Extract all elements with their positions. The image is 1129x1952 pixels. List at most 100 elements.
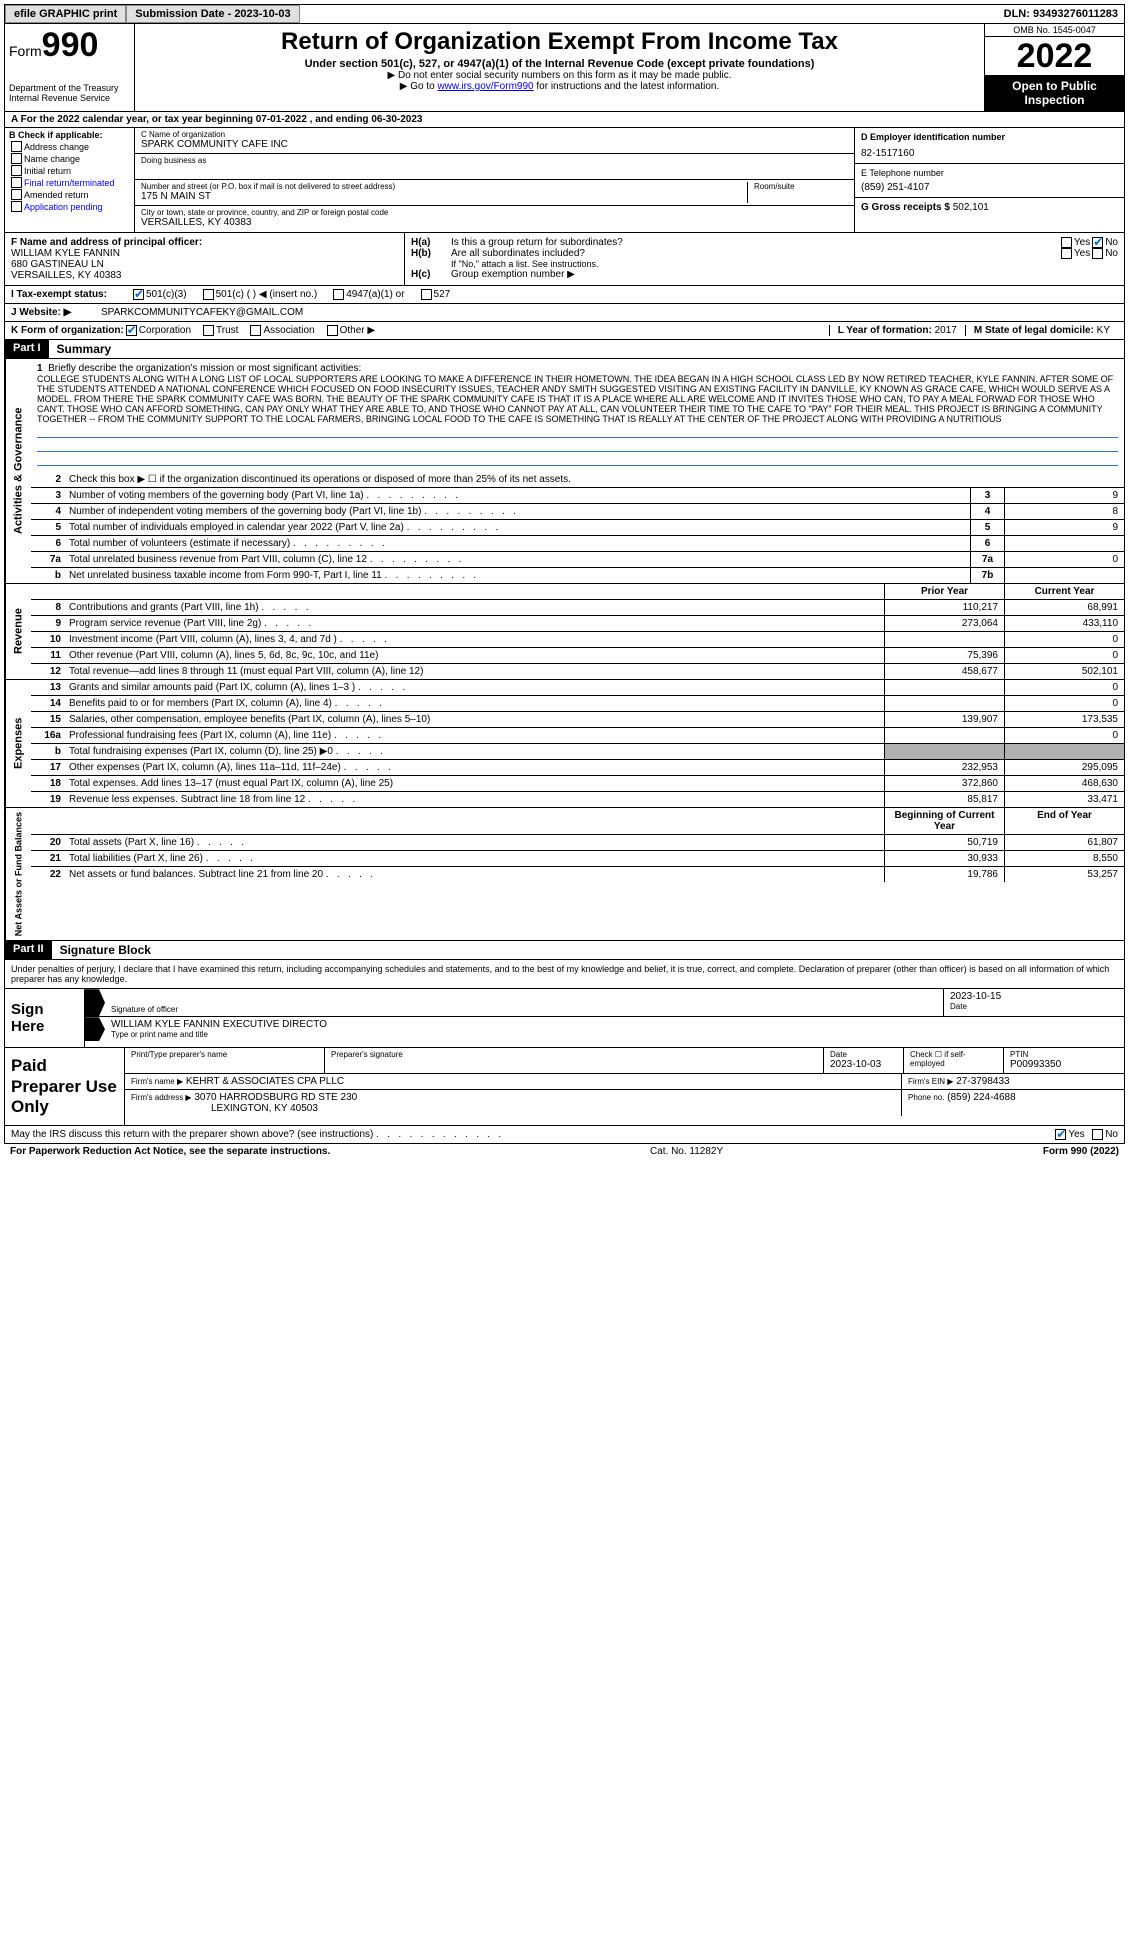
summary-row: 7aTotal unrelated business revenue from … bbox=[31, 552, 1124, 568]
dba-label: Doing business as bbox=[141, 156, 848, 165]
room-label: Room/suite bbox=[754, 182, 848, 191]
website-value: SPARKCOMMUNITYCAFEKY@GMAIL.COM bbox=[101, 307, 303, 318]
phone-value: (859) 251-4107 bbox=[861, 182, 1118, 193]
line-i: I Tax-exempt status: 501(c)(3) 501(c) ( … bbox=[4, 286, 1125, 304]
chk-trust[interactable] bbox=[203, 325, 214, 336]
irs-label: Internal Revenue Service bbox=[9, 93, 130, 103]
part1-header: Part I Summary bbox=[4, 340, 1125, 359]
summary-row: 3Number of voting members of the governi… bbox=[31, 488, 1124, 504]
summary-row: 6Total number of volunteers (estimate if… bbox=[31, 536, 1124, 552]
chk-4947[interactable] bbox=[333, 289, 344, 300]
section-governance: Activities & Governance 1 Briefly descri… bbox=[4, 359, 1125, 584]
line-k: K Form of organization: Corporation Trus… bbox=[4, 322, 1125, 340]
sig-date: 2023-10-15 bbox=[950, 991, 1118, 1002]
ha-no[interactable] bbox=[1092, 237, 1103, 248]
chk-pending[interactable] bbox=[11, 201, 22, 212]
org-name: SPARK COMMUNITY CAFE INC bbox=[141, 139, 848, 150]
chk-amended[interactable] bbox=[11, 189, 22, 200]
tab-netassets: Net Assets or Fund Balances bbox=[5, 808, 31, 940]
org-name-label: C Name of organization bbox=[141, 130, 848, 139]
city-label: City or town, state or province, country… bbox=[141, 208, 848, 217]
dept-label: Department of the Treasury bbox=[9, 83, 130, 93]
hb-label: Are all subordinates included? bbox=[451, 248, 1059, 259]
line-a: A For the 2022 calendar year, or tax yea… bbox=[4, 112, 1125, 128]
note-2: ▶ Go to www.irs.gov/Form990 for instruct… bbox=[143, 81, 976, 92]
arrow-icon bbox=[85, 989, 105, 1016]
discuss-no[interactable] bbox=[1092, 1129, 1103, 1140]
prep-date: 2023-10-03 bbox=[830, 1059, 897, 1070]
chk-assoc[interactable] bbox=[250, 325, 261, 336]
officer-printed: WILLIAM KYLE FANNIN EXECUTIVE DIRECTO bbox=[111, 1019, 1118, 1030]
ha-yes[interactable] bbox=[1061, 237, 1072, 248]
ein-value: 82-1517160 bbox=[861, 148, 1118, 159]
chk-other[interactable] bbox=[327, 325, 338, 336]
summary-row: 10Investment income (Part VIII, column (… bbox=[31, 632, 1124, 648]
paid-label: Paid Preparer Use Only bbox=[5, 1048, 125, 1125]
summary-row: bNet unrelated business taxable income f… bbox=[31, 568, 1124, 583]
officer-name: WILLIAM KYLE FANNIN bbox=[11, 248, 398, 259]
officer-label: F Name and address of principal officer: bbox=[11, 237, 398, 248]
addr-label: Number and street (or P.O. box if mail i… bbox=[141, 182, 741, 191]
firm-ein: 27-3798433 bbox=[956, 1076, 1009, 1087]
summary-row: 14Benefits paid to or for members (Part … bbox=[31, 696, 1124, 712]
line2: Check this box ▶ ☐ if the organization d… bbox=[65, 472, 1124, 487]
self-emp: Check ☐ if self-employed bbox=[910, 1050, 997, 1068]
summary-row: 17Other expenses (Part IX, column (A), l… bbox=[31, 760, 1124, 776]
line1-label: Briefly describe the organization's miss… bbox=[48, 363, 361, 374]
year-box: OMB No. 1545-0047 2022 Open to Public In… bbox=[984, 24, 1124, 111]
box-f: F Name and address of principal officer:… bbox=[5, 233, 405, 285]
mission-text: COLLEGE STUDENTS ALONG WITH A LONG LIST … bbox=[37, 374, 1118, 424]
irs-link[interactable]: www.irs.gov/Form990 bbox=[437, 81, 533, 92]
page-footer: For Paperwork Reduction Act Notice, see … bbox=[4, 1144, 1125, 1159]
chk-name[interactable] bbox=[11, 153, 22, 164]
summary-row: 18Total expenses. Add lines 13–17 (must … bbox=[31, 776, 1124, 792]
hb-no[interactable] bbox=[1092, 248, 1103, 259]
sig-officer-label: Signature of officer bbox=[111, 1005, 937, 1014]
submission-date-button[interactable]: Submission Date - 2023-10-03 bbox=[126, 5, 299, 23]
summary-row: 21Total liabilities (Part X, line 26)30,… bbox=[31, 851, 1124, 867]
summary-row: 19Revenue less expenses. Subtract line 1… bbox=[31, 792, 1124, 807]
summary-row: 9Program service revenue (Part VIII, lin… bbox=[31, 616, 1124, 632]
hb-yes[interactable] bbox=[1061, 248, 1072, 259]
blank-line bbox=[37, 426, 1118, 438]
gross-label: G Gross receipts $ bbox=[861, 202, 950, 213]
summary-row: 15Salaries, other compensation, employee… bbox=[31, 712, 1124, 728]
box-b: B Check if applicable: Address change Na… bbox=[5, 128, 135, 232]
note-1: ▶ Do not enter social security numbers o… bbox=[143, 70, 976, 81]
discuss-yes[interactable] bbox=[1055, 1129, 1066, 1140]
chk-final[interactable] bbox=[11, 177, 22, 188]
form-prefix: Form bbox=[9, 43, 42, 59]
summary-row: 12Total revenue—add lines 8 through 11 (… bbox=[31, 664, 1124, 679]
officer-addr2: VERSAILLES, KY 40383 bbox=[11, 270, 398, 281]
cat-no: Cat. No. 11282Y bbox=[330, 1146, 1043, 1157]
year-formation: 2017 bbox=[935, 325, 957, 336]
omb-label: OMB No. 1545-0047 bbox=[985, 24, 1124, 37]
hc-label: Group exemption number ▶ bbox=[451, 269, 575, 280]
summary-row: bTotal fundraising expenses (Part IX, co… bbox=[31, 744, 1124, 760]
summary-row: 11Other revenue (Part VIII, column (A), … bbox=[31, 648, 1124, 664]
phone-label: E Telephone number bbox=[861, 168, 1118, 178]
tax-year: 2022 bbox=[985, 37, 1124, 75]
hb-note: If "No," attach a list. See instructions… bbox=[411, 259, 1118, 269]
chk-corp[interactable] bbox=[126, 325, 137, 336]
tab-governance: Activities & Governance bbox=[5, 359, 31, 583]
box-c: C Name of organization SPARK COMMUNITY C… bbox=[135, 128, 854, 232]
chk-501c[interactable] bbox=[203, 289, 214, 300]
signature-block: Under penalties of perjury, I declare th… bbox=[4, 960, 1125, 1048]
form-ref: Form 990 (2022) bbox=[1043, 1146, 1119, 1157]
chk-527[interactable] bbox=[421, 289, 432, 300]
ein-label: D Employer identification number bbox=[861, 132, 1118, 142]
chk-initial[interactable] bbox=[11, 165, 22, 176]
section-netassets: Net Assets or Fund Balances Beginning of… bbox=[4, 808, 1125, 941]
box-h: H(a) Is this a group return for subordin… bbox=[405, 233, 1124, 285]
chk-address[interactable] bbox=[11, 141, 22, 152]
date-label: Date bbox=[950, 1002, 1118, 1011]
efile-button[interactable]: efile GRAPHIC print bbox=[5, 5, 126, 23]
chk-501c3[interactable] bbox=[133, 289, 144, 300]
summary-row: 16aProfessional fundraising fees (Part I… bbox=[31, 728, 1124, 744]
form-subtitle: Under section 501(c), 527, or 4947(a)(1)… bbox=[143, 58, 976, 70]
state-domicile: KY bbox=[1097, 325, 1110, 336]
section-expenses: Expenses 13Grants and similar amounts pa… bbox=[4, 680, 1125, 808]
form-number-box: Form990 Department of the Treasury Inter… bbox=[5, 24, 135, 111]
summary-row: 8Contributions and grants (Part VIII, li… bbox=[31, 600, 1124, 616]
